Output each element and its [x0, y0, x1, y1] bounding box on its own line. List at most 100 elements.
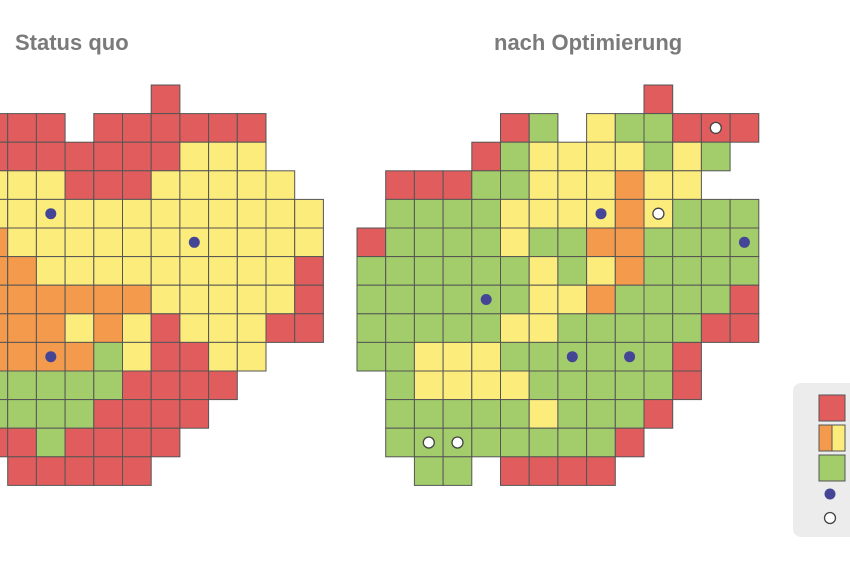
- grid-cell-yellow: [35, 256, 66, 286]
- grid-cell-green: [385, 399, 415, 429]
- grid-cell-yellow: [557, 198, 588, 229]
- grid-cell-yellow: [413, 341, 444, 372]
- grid-cell-red: [500, 456, 530, 486]
- grid-cell-red: [122, 427, 152, 458]
- grid-cell-green: [586, 370, 616, 401]
- grid-cell-green: [385, 256, 415, 286]
- grid-cell-yellow: [265, 170, 296, 200]
- blue-dot-marker: [45, 351, 57, 363]
- grid-cell-red: [385, 170, 415, 200]
- grid-cell-yellow: [500, 370, 530, 401]
- grid-cell-red: [7, 427, 37, 458]
- grid-cell-yellow: [208, 227, 238, 258]
- grid-cell-red: [150, 313, 181, 343]
- grid-cell-yellow: [236, 341, 267, 372]
- grid-cell-green: [614, 113, 645, 143]
- grid-cell-green: [385, 313, 415, 343]
- grid-cell-orange: [35, 284, 66, 315]
- grid-cell-green: [586, 341, 616, 372]
- grid-cell-yellow: [7, 227, 37, 258]
- grid-cell-green: [528, 227, 559, 258]
- grid-cell-red: [150, 141, 181, 172]
- grid-cell-yellow: [471, 341, 501, 372]
- grid-cell-green: [413, 198, 444, 229]
- grid-cell-yellow: [93, 256, 124, 286]
- grid-cell-yellow: [208, 170, 238, 200]
- grid-cell-red: [729, 284, 760, 315]
- white-dot-marker: [451, 436, 464, 449]
- grid-cell-green: [35, 370, 66, 401]
- grid-cell-red: [93, 113, 124, 143]
- map-title-status-quo: Status quo: [15, 30, 129, 55]
- grid-cell-green: [442, 198, 473, 229]
- grid-cell-red: [557, 456, 588, 486]
- grid-cell-orange: [0, 313, 9, 343]
- grid-cell-yellow: [179, 141, 210, 172]
- grid-cell-yellow: [93, 198, 124, 229]
- grid-cell-green: [471, 170, 501, 200]
- grid-cell-yellow: [528, 313, 559, 343]
- grid-cell-orange: [614, 256, 645, 286]
- grid-cell-red: [672, 370, 702, 401]
- grid-cell-green: [442, 399, 473, 429]
- grid-cell-green: [500, 256, 530, 286]
- grid-cell-green: [413, 313, 444, 343]
- grid-cell-red: [64, 456, 95, 486]
- white-dot-marker: [652, 207, 665, 220]
- grid-cell-green: [528, 113, 559, 143]
- grid-cell-yellow: [179, 170, 210, 200]
- legend-swatch-green: [818, 454, 846, 482]
- grid-cell-green: [442, 313, 473, 343]
- grid-cell-green: [471, 427, 501, 458]
- grid-cell-green: [7, 370, 37, 401]
- grid-cell-red: [179, 399, 210, 429]
- grid-cell-yellow: [208, 284, 238, 315]
- blue-dot-marker: [738, 236, 750, 248]
- grid-cell-red: [413, 170, 444, 200]
- grid-cell-red: [0, 113, 9, 143]
- grid-cell-yellow: [586, 256, 616, 286]
- grid-cell-yellow: [236, 198, 267, 229]
- grid-cell-orange: [35, 313, 66, 343]
- grid-cell-yellow: [236, 313, 267, 343]
- grid-cell-yellow: [7, 170, 37, 200]
- grid-cell-yellow: [236, 170, 267, 200]
- grid-cell-red: [179, 341, 210, 372]
- grid-cell-red: [64, 427, 95, 458]
- grid-cell-yellow: [528, 198, 559, 229]
- grid-cell-yellow: [586, 170, 616, 200]
- grid-cell-green: [442, 427, 473, 458]
- grid-cell-green: [672, 284, 702, 315]
- blue-dot-marker: [45, 208, 57, 220]
- grid-cell-green: [442, 256, 473, 286]
- grid-cell-green: [356, 341, 387, 372]
- grid-cell-yellow: [586, 113, 616, 143]
- grid-cell-green: [500, 341, 530, 372]
- grid-cell-red: [672, 341, 702, 372]
- grid-cell-orange: [0, 256, 9, 286]
- grid-cell-orange: [586, 284, 616, 315]
- grid-cell-yellow: [557, 284, 588, 315]
- grid-cell-green: [500, 399, 530, 429]
- grid-cell-red: [294, 313, 324, 343]
- optimized-map: [356, 84, 760, 486]
- grid-cell-green: [356, 256, 387, 286]
- grid-cell-yellow: [122, 341, 152, 372]
- grid-cell-yellow: [265, 284, 296, 315]
- grid-cell-yellow: [236, 284, 267, 315]
- grid-cell-green: [614, 313, 645, 343]
- grid-cell-yellow: [294, 198, 324, 229]
- grid-cell-green: [7, 399, 37, 429]
- grid-cell-green: [385, 370, 415, 401]
- grid-cell-red: [614, 427, 645, 458]
- grid-cell-green: [672, 256, 702, 286]
- grid-cell-yellow: [179, 284, 210, 315]
- grid-cell-orange: [0, 284, 9, 315]
- grid-cell-yellow: [528, 141, 559, 172]
- grid-cell-green: [614, 284, 645, 315]
- grid-cell-green: [35, 427, 66, 458]
- grid-cell-green: [35, 399, 66, 429]
- grid-cell-yellow: [528, 256, 559, 286]
- grid-cell-green: [356, 313, 387, 343]
- grid-cell-green: [442, 227, 473, 258]
